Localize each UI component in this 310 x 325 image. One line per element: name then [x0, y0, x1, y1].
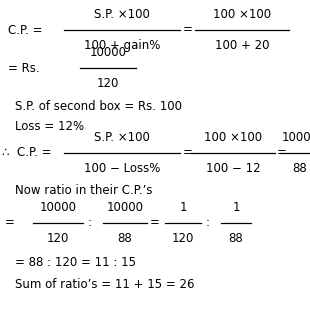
- Text: :: :: [88, 216, 92, 229]
- Text: Now ratio in their C.P.’s: Now ratio in their C.P.’s: [15, 184, 153, 197]
- Text: =: =: [183, 23, 193, 36]
- Text: =: =: [277, 147, 287, 160]
- Text: S.P. ×100: S.P. ×100: [94, 8, 150, 21]
- Text: 100 − Loss%: 100 − Loss%: [84, 162, 160, 175]
- Text: =: =: [150, 216, 160, 229]
- Text: 88: 88: [117, 232, 132, 245]
- Text: :: :: [206, 216, 210, 229]
- Text: Loss = 12%: Loss = 12%: [15, 121, 84, 134]
- Text: =: =: [183, 147, 193, 160]
- Text: 1: 1: [232, 201, 240, 214]
- Text: 100 + gain%: 100 + gain%: [84, 39, 160, 52]
- Text: 88: 88: [229, 232, 243, 245]
- Text: 120: 120: [172, 232, 194, 245]
- Text: 100 + 20: 100 + 20: [215, 39, 269, 52]
- Text: 10000: 10000: [90, 46, 126, 59]
- Text: = 88 : 120 = 11 : 15: = 88 : 120 = 11 : 15: [15, 255, 136, 268]
- Text: 120: 120: [47, 232, 69, 245]
- Text: =: =: [5, 216, 15, 229]
- Text: C.P. =: C.P. =: [8, 23, 42, 36]
- Text: S.P. of second box = Rs. 100: S.P. of second box = Rs. 100: [15, 100, 182, 113]
- Text: = Rs.: = Rs.: [8, 61, 40, 74]
- Text: 1: 1: [179, 201, 187, 214]
- Text: 100 − 12: 100 − 12: [206, 162, 260, 175]
- Text: 100 ×100: 100 ×100: [213, 8, 271, 21]
- Text: 10000: 10000: [107, 201, 144, 214]
- Text: 10000: 10000: [39, 201, 77, 214]
- Text: 10000: 10000: [281, 131, 310, 144]
- Text: 100 ×100: 100 ×100: [204, 131, 262, 144]
- Text: Sum of ratio’s = 11 + 15 = 26: Sum of ratio’s = 11 + 15 = 26: [15, 279, 194, 292]
- Text: 120: 120: [97, 77, 119, 90]
- Text: 88: 88: [293, 162, 308, 175]
- Text: ∴  C.P. =: ∴ C.P. =: [2, 147, 51, 160]
- Text: S.P. ×100: S.P. ×100: [94, 131, 150, 144]
